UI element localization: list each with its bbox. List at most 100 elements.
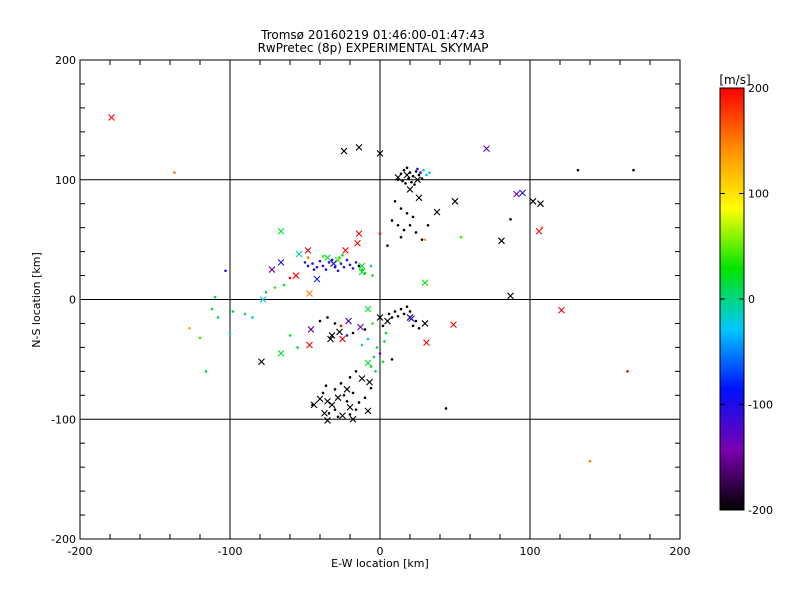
dot-point [420,238,424,241]
dot-point [303,261,307,264]
cross-stroke [414,176,421,184]
dot-point [264,291,268,294]
dot-point [381,360,385,364]
colorbar-tick-label: -200 [748,504,773,517]
cross-stroke [433,208,441,216]
dot-point [354,261,358,264]
cross-stroke [423,339,430,346]
dot-point [288,334,292,337]
colorbar-tick-label: -100 [748,399,773,412]
cross-point [513,190,520,198]
dot-point [341,253,344,257]
dot-point [396,314,400,318]
cross-point [316,395,324,403]
cross-point [414,176,421,184]
dot-point [402,228,406,232]
cross-stroke [376,314,384,321]
dot-point [404,182,407,185]
cross-point [292,272,300,279]
dot-point [416,167,419,171]
cross-point [324,397,331,405]
y-tick-label: 100 [55,174,76,187]
dot-point [402,312,406,316]
dot-point [411,215,415,219]
cross-stroke [403,171,411,179]
dot-point [327,261,331,264]
cross-stroke [304,247,312,254]
cross-point [349,415,357,423]
y-tick-label: -200 [51,533,76,546]
cross-stroke [354,239,361,247]
dot-point [339,324,343,328]
cross-stroke [355,144,363,151]
dot-point [318,319,322,323]
cross-stroke [358,375,366,382]
cross-point [450,321,457,329]
dot-point [188,326,191,330]
dot-point [312,268,316,271]
dot-point [324,384,328,388]
data-points [108,114,635,463]
dot-point [326,316,329,319]
cross-point [304,247,312,254]
cross-point [334,394,342,402]
dot-point [405,305,409,308]
cross-point [529,197,537,205]
cross-point [406,185,414,193]
cross-point [498,237,505,245]
cross-point [358,262,366,270]
dot-point [357,264,361,268]
dot-point [243,312,247,316]
dot-point [336,415,340,419]
x-axis-label: E-W location [km] [331,557,429,570]
dot-point [282,283,286,287]
cross-stroke [324,397,331,405]
colorbar-tick-label: 0 [748,293,755,306]
x-tick-label: -200 [68,545,93,558]
dot-point [198,336,202,340]
cross-point [394,173,402,181]
axes: -200 -100 0 100 200 -200 -100 0 100 200 [51,54,690,558]
cross-point [343,385,351,393]
cross-point [358,268,366,276]
cross-point [328,401,336,409]
dot-point [576,168,580,172]
cross-stroke [339,412,346,420]
cross-point [355,144,363,151]
cross-point [330,260,337,267]
dot-point [371,322,374,325]
cross-stroke [366,378,373,386]
cross-point [423,339,430,346]
cross-point [558,306,565,314]
plot-frame [79,59,681,540]
dot-point [204,370,208,373]
cross-stroke [306,290,313,297]
cross-point [507,292,514,300]
cross-stroke [519,189,526,197]
dot-point [228,331,232,335]
dot-point [360,268,364,271]
dot-point [396,178,400,182]
cross-point [408,315,415,323]
dot-point [324,268,328,271]
dot-point [378,352,382,355]
cross-stroke [277,258,285,266]
x-tick-label: -100 [218,545,243,558]
dot-point [384,331,388,335]
dot-point [374,370,377,373]
dot-point [351,331,355,335]
dot-point [288,276,292,280]
cross-stroke [394,173,402,181]
chart-title: Tromsø 20160219 01:46:00-01:47:43 [260,28,485,42]
cross-point [295,250,303,258]
cross-stroke [376,150,384,157]
cross-stroke [334,394,342,402]
cross-stroke [277,227,285,235]
dot-point [419,171,422,174]
y-axis-label: N-S location [km] [30,252,43,348]
dot-point [414,319,418,323]
dot-point [348,263,352,267]
dot-point [348,376,352,379]
dot-point [381,324,385,328]
